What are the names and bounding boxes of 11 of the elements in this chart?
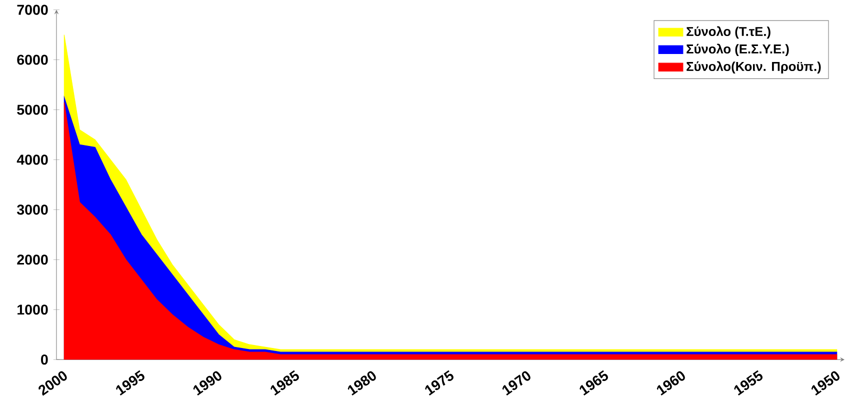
y-tick-label: 2000 [17, 254, 48, 265]
y-tick-label: 4000 [16, 154, 48, 165]
y-tick-label: 6000 [17, 54, 48, 65]
y-tick-label: 7000 [17, 4, 48, 15]
legend-label: Σύνολο (Τ.τΕ.) [686, 26, 770, 39]
y-tick-label: 1000 [18, 304, 48, 315]
legend-label: Σύνολο(Κοιν. Προϋπ.) [686, 61, 821, 74]
y-tick-label: 3000 [16, 204, 48, 215]
y-tick-label: 5000 [17, 104, 48, 115]
y-tick-label: 0 [41, 354, 48, 365]
legend-label: Σύνολο (Ε.Σ.Υ.Ε.) [686, 44, 789, 56]
